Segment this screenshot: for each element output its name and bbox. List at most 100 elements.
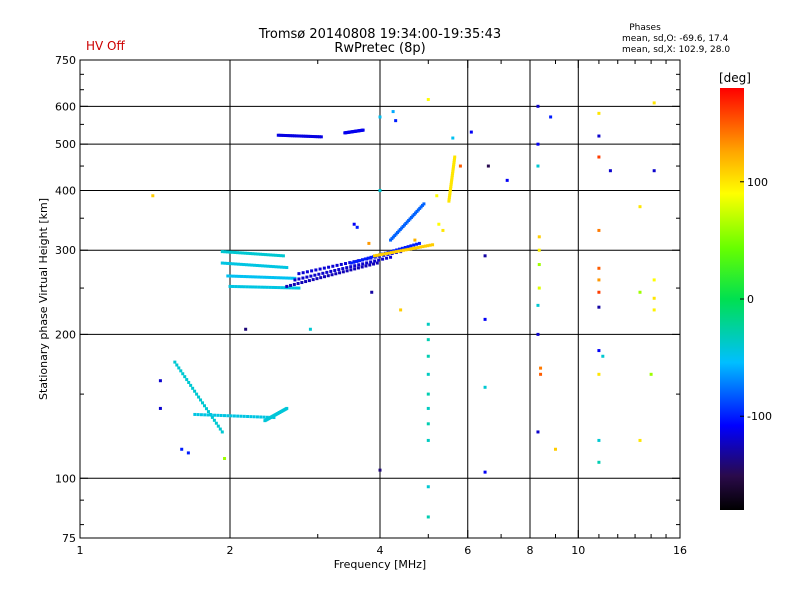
trace-point (277, 265, 281, 269)
trace-point (394, 250, 398, 254)
trace-point (310, 134, 314, 138)
trace-point (220, 261, 224, 265)
echo-point (649, 372, 653, 376)
trace-point (318, 135, 322, 139)
trace-point (321, 271, 325, 275)
echo-point (437, 222, 441, 226)
trace-point (297, 277, 301, 281)
trace-point (220, 430, 224, 434)
colorbar-tick-label: 0 (747, 293, 754, 306)
echo-point (413, 238, 417, 242)
trace-point (341, 267, 345, 271)
trace-point (408, 217, 412, 221)
echo-point (180, 447, 184, 451)
echo-point (597, 134, 601, 138)
trace-point (396, 231, 400, 235)
trace-point (197, 395, 201, 399)
trace-point (195, 392, 199, 396)
trace-point (294, 286, 298, 290)
echo-point (536, 104, 540, 108)
echo-point (536, 332, 540, 336)
trace-point (375, 253, 379, 257)
echo-point (426, 422, 430, 426)
trace-point (423, 244, 427, 248)
grid-layer (80, 60, 680, 538)
trace-point (402, 248, 406, 252)
trace-point (318, 267, 322, 271)
echo-point (652, 101, 656, 105)
colorbar-tick-label: 100 (747, 176, 768, 189)
trace-point (201, 401, 205, 405)
trace-point (271, 276, 275, 280)
trace-point (369, 255, 373, 259)
trace-point (290, 276, 294, 280)
trace-point (234, 262, 238, 266)
x-tick-label: 6 (464, 544, 471, 557)
trace-point (241, 251, 245, 255)
trace-point (285, 406, 289, 410)
trace-point (368, 263, 372, 267)
trace-point (349, 261, 353, 265)
y-tick-label: 300 (55, 244, 76, 257)
trace-point (331, 264, 335, 268)
trace-point (414, 246, 418, 250)
trace-point (209, 413, 213, 417)
echo-point (505, 178, 509, 182)
trace-point (248, 285, 252, 289)
echo-point (597, 372, 601, 376)
trace-point (187, 380, 191, 384)
trace-point (333, 268, 337, 272)
echo-point (426, 392, 430, 396)
trace-point (228, 284, 232, 288)
trace-point (406, 245, 410, 249)
trace-point (292, 282, 296, 286)
trace-point (278, 133, 282, 137)
trace-point (317, 272, 321, 276)
trace-point (357, 263, 361, 267)
trace-point (202, 404, 206, 408)
x-tick-label: 4 (377, 544, 384, 557)
trace-point (387, 251, 391, 255)
trace-point (173, 360, 177, 364)
trace-point (261, 264, 265, 268)
colorbar-ticks: 100 0 -100 (740, 176, 772, 423)
trace-point (448, 188, 452, 192)
trace-point (199, 413, 203, 417)
y-tick-label: 600 (55, 100, 76, 113)
x-axis-label: Frequency [MHz] (334, 558, 426, 571)
trace-point (287, 134, 291, 138)
echo-point (451, 136, 455, 140)
trace-point (391, 235, 395, 239)
trace-point (251, 285, 255, 289)
trace-point (177, 366, 181, 370)
trace-point (236, 262, 240, 266)
y-tick-label: 400 (55, 184, 76, 197)
trace-point (280, 286, 284, 290)
chart-subtitle: RwPretec (8p) (334, 41, 425, 56)
trace-point (418, 245, 422, 249)
x-tick-label: 10 (571, 544, 585, 557)
trace-point (218, 427, 222, 431)
trace-point (447, 197, 451, 201)
trace-point (305, 275, 309, 279)
trace-point (337, 268, 341, 272)
trace-point (345, 266, 349, 270)
echo-point (537, 248, 541, 252)
echo-point (244, 327, 248, 331)
trace-point (372, 262, 376, 266)
trace-point (414, 211, 418, 215)
trace-point (353, 264, 357, 268)
trace-point (287, 276, 291, 280)
trace-point (377, 258, 381, 262)
trace-point (193, 389, 197, 393)
trace-point (191, 386, 195, 390)
echo-point (426, 406, 430, 410)
trace-point (352, 260, 356, 264)
trace-point (189, 383, 193, 387)
trace-point (239, 285, 243, 289)
echo-point (638, 205, 642, 209)
colorbar-unit: [deg] (719, 71, 751, 85)
trace-point (301, 271, 305, 275)
trace-point (279, 276, 283, 280)
echo-point (370, 290, 374, 294)
